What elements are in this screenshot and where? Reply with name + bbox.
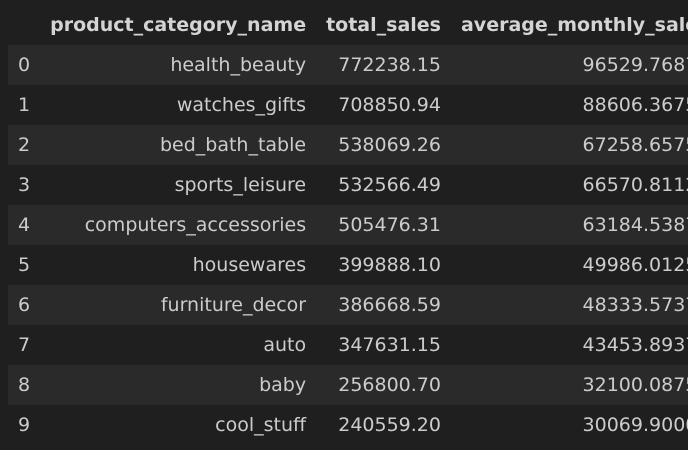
- table-row: 0 health_beauty 772238.15 96529.76875: [8, 45, 688, 85]
- table-row: 3 sports_leisure 532566.49 66570.81125: [8, 165, 688, 205]
- header-row: product_category_name total_sales averag…: [8, 5, 688, 45]
- row-index: 3: [18, 174, 31, 196]
- row-index: 1: [18, 94, 31, 116]
- cell-average-monthly-sales: 49986.01250: [582, 254, 688, 276]
- row-index: 0: [18, 54, 31, 76]
- row-index: 9: [18, 414, 31, 436]
- table-row: 6 furniture_decor 386668.59 48333.57375: [8, 285, 688, 325]
- table-row: 4 computers_accessories 505476.31 63184.…: [8, 205, 688, 245]
- cell-total-sales: 240559.20: [338, 414, 441, 436]
- cell-total-sales: 256800.70: [338, 374, 441, 396]
- cell-product-category-name: furniture_decor: [160, 294, 307, 316]
- cell-total-sales: 772238.15: [338, 54, 441, 76]
- cell-product-category-name: bed_bath_table: [159, 134, 307, 156]
- row-index: 2: [18, 134, 31, 156]
- table-row: 5 housewares 399888.10 49986.01250: [8, 245, 688, 285]
- cell-product-category-name: computers_accessories: [84, 214, 307, 236]
- cell-product-category-name: sports_leisure: [174, 174, 307, 196]
- row-index: 7: [18, 334, 31, 356]
- cell-total-sales: 538069.26: [338, 134, 441, 156]
- cell-average-monthly-sales: 66570.81125: [582, 174, 688, 196]
- cell-average-monthly-sales: 88606.36750: [582, 94, 688, 116]
- cell-product-category-name: baby: [259, 374, 307, 396]
- cell-product-category-name: watches_gifts: [176, 94, 307, 116]
- cell-total-sales: 347631.15: [338, 334, 441, 356]
- cell-total-sales: 399888.10: [338, 254, 441, 276]
- cell-total-sales: 708850.94: [338, 94, 441, 116]
- cell-total-sales: 505476.31: [338, 214, 441, 236]
- cell-product-category-name: health_beauty: [170, 54, 307, 76]
- table-row: 7 auto 347631.15 43453.89375: [8, 325, 688, 365]
- cell-product-category-name: housewares: [192, 254, 307, 276]
- table-header: product_category_name total_sales averag…: [8, 5, 688, 45]
- row-index: 8: [18, 374, 31, 396]
- table-row: 9 cool_stuff 240559.20 30069.90000: [8, 405, 688, 445]
- cell-average-monthly-sales: 30069.90000: [582, 414, 688, 436]
- cell-average-monthly-sales: 43453.89375: [582, 334, 688, 356]
- column-header-average-monthly-sales: average_monthly_sales: [460, 14, 688, 36]
- row-index: 4: [18, 214, 31, 236]
- table-body: 0 health_beauty 772238.15 96529.76875 1 …: [8, 45, 688, 445]
- cell-average-monthly-sales: 63184.53875: [582, 214, 688, 236]
- cell-average-monthly-sales: 67258.65750: [582, 134, 688, 156]
- cell-total-sales: 532566.49: [338, 174, 441, 196]
- table-row: 1 watches_gifts 708850.94 88606.36750: [8, 85, 688, 125]
- cell-product-category-name: auto: [263, 334, 307, 356]
- column-header-product-category-name: product_category_name: [50, 14, 307, 36]
- table-row: 2 bed_bath_table 538069.26 67258.65750: [8, 125, 688, 165]
- dataframe-table: product_category_name total_sales averag…: [8, 5, 688, 445]
- row-index: 6: [18, 294, 31, 316]
- cell-total-sales: 386668.59: [338, 294, 441, 316]
- cell-average-monthly-sales: 96529.76875: [582, 54, 688, 76]
- row-index: 5: [18, 254, 31, 276]
- cell-product-category-name: cool_stuff: [215, 414, 307, 436]
- cell-average-monthly-sales: 48333.57375: [582, 294, 688, 316]
- table-row: 8 baby 256800.70 32100.08750: [8, 365, 688, 405]
- index-header: [8, 5, 40, 45]
- cell-average-monthly-sales: 32100.08750: [582, 374, 688, 396]
- column-header-total-sales: total_sales: [326, 14, 441, 36]
